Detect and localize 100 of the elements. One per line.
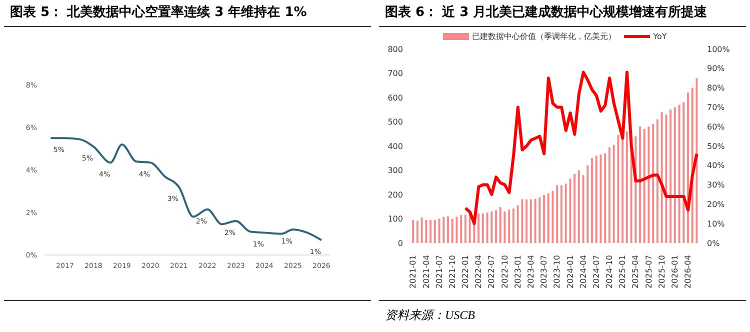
bar: [521, 199, 524, 243]
bar: [460, 215, 462, 243]
y-tick-label: 500: [388, 118, 403, 127]
y2-tick-label: 0%: [707, 238, 720, 248]
bar: [434, 220, 436, 243]
y2-tick-label: 70%: [707, 103, 726, 112]
bar: [586, 165, 589, 243]
text: 资料来源：USCB: [384, 307, 476, 324]
x-tick-label: 2023-04: [526, 255, 536, 288]
bar: [600, 154, 602, 243]
x-tick-label: 2022-01: [461, 255, 470, 288]
chart-title: 图表 6： 近 3 月北美已建成数据中心规模增速有所提速: [384, 4, 708, 22]
bar: [420, 218, 423, 243]
bar: [451, 218, 454, 243]
y2-tick-label: 30%: [707, 180, 726, 190]
bar: [574, 174, 576, 243]
bar: [538, 197, 541, 243]
bar: [612, 144, 615, 243]
bar: [665, 114, 668, 243]
y-tick-label: 300: [388, 166, 403, 176]
x-tick-label: 2022-04: [474, 255, 484, 288]
bar: [552, 190, 554, 243]
bar: [490, 211, 493, 243]
bar: [639, 126, 641, 243]
bar: [648, 126, 650, 243]
bar: [478, 213, 480, 243]
x-tick-label: 2026-01: [670, 255, 680, 288]
legend-label: YoY: [652, 31, 667, 42]
bar: [416, 220, 418, 243]
bar: [526, 199, 528, 243]
chart-title: 图表 5： 北美数据中心空置率连续 3 年维持在 1%: [9, 4, 308, 22]
bar: [569, 178, 572, 243]
bar: [447, 216, 449, 243]
bar: [578, 170, 580, 243]
bar: [682, 102, 685, 243]
bar: [516, 205, 519, 243]
y-tick-label: 0: [398, 238, 403, 248]
bar: [564, 184, 567, 243]
y2-tick-label: 80%: [707, 84, 726, 93]
y-tick-label: 700: [388, 69, 403, 78]
bar: [438, 218, 440, 243]
bar: [512, 208, 514, 243]
bar: [499, 207, 502, 243]
y2-tick-label: 40%: [707, 161, 726, 170]
bar: [430, 220, 432, 243]
bar: [464, 215, 466, 243]
y2-tick-label: 100%: [707, 44, 730, 54]
bar: [442, 216, 445, 243]
bar: [508, 210, 510, 243]
bar: [656, 119, 658, 243]
y-tick-label: 800: [388, 44, 403, 54]
y2-tick-label: 50%: [707, 142, 726, 151]
y-tick-label: 600: [388, 93, 403, 102]
y2-tick-label: 60%: [707, 122, 726, 132]
y-tick-label: 100: [388, 214, 403, 224]
bar: [643, 129, 646, 243]
bar: [482, 213, 484, 243]
line-series: [464, 70, 698, 226]
bar: [495, 210, 497, 243]
bar: [660, 112, 663, 243]
y2-tick-label: 90%: [707, 64, 726, 74]
y2-tick-label: 20%: [707, 200, 726, 210]
bar: [608, 147, 610, 243]
x-tick-label: 2024-10: [605, 255, 614, 288]
x-tick-label: 2022-10: [500, 255, 510, 288]
bar: [486, 212, 488, 243]
bar: [604, 153, 606, 243]
y2-tick-label: 10%: [707, 219, 726, 228]
bar: [626, 131, 628, 243]
x-tick-label: 2021-10: [448, 255, 457, 288]
bar: [652, 124, 654, 243]
legend-label: 已建数据中心价值（季调年化，亿美元）: [471, 31, 616, 42]
x-tick-label: 2022-07: [487, 255, 496, 288]
x-tick-label: 2021-04: [422, 255, 431, 288]
bar: [582, 175, 584, 243]
bar: [617, 135, 620, 243]
bar: [591, 158, 593, 243]
x-tick-label: 2021-01: [408, 255, 418, 288]
x-tick-label: 2025-01: [618, 255, 628, 288]
x-tick-label: 2024-01: [566, 255, 575, 288]
bar: [696, 78, 698, 243]
x-tick-label: 2024-04: [578, 255, 588, 288]
bar: [543, 194, 545, 243]
bar: [556, 185, 558, 243]
y-tick-label: 200: [388, 190, 403, 200]
x-tick-label: 2025-07: [644, 255, 654, 288]
bar: [595, 156, 598, 243]
x-tick-label: 2023-01: [513, 255, 522, 288]
bar: [504, 211, 506, 243]
x-tick-label: 2023-10: [552, 255, 562, 288]
x-tick-label: 2023-07: [540, 255, 549, 288]
y-tick-label: 400: [388, 142, 403, 151]
x-tick-label: 2026-04: [684, 255, 693, 288]
x-tick-label: 2025-10: [657, 255, 666, 288]
bar: [468, 214, 471, 243]
bar: [674, 107, 676, 243]
bar: [425, 220, 428, 243]
bar: [547, 193, 550, 243]
bar: [678, 104, 680, 243]
bar: [687, 92, 689, 243]
